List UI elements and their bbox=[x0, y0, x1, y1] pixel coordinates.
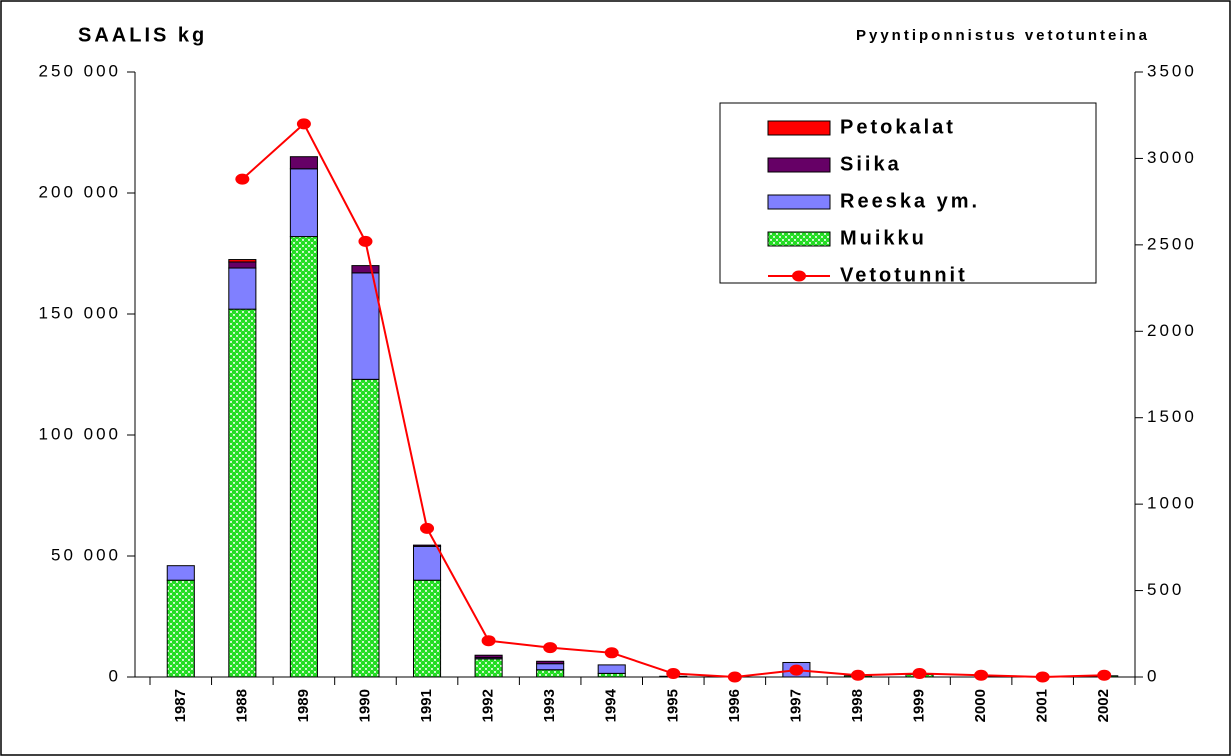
bar bbox=[412, 544, 442, 547]
point bbox=[974, 669, 989, 681]
bar bbox=[474, 658, 503, 678]
y2-tick-label: 3500 bbox=[1147, 61, 1197, 80]
y2-tick-label: 1000 bbox=[1147, 494, 1197, 513]
legend-swatch bbox=[767, 194, 831, 210]
x-tick-label: 1996 bbox=[726, 689, 743, 722]
bar bbox=[166, 579, 195, 678]
point bbox=[481, 635, 496, 647]
legend-swatch bbox=[767, 231, 831, 247]
point bbox=[235, 173, 250, 185]
y-tick-label: 250 000 bbox=[39, 61, 121, 80]
y-tick-label: 0 bbox=[109, 666, 121, 685]
point bbox=[420, 522, 435, 534]
y2-tick-label: 2000 bbox=[1147, 321, 1197, 340]
x-tick-label: 1995 bbox=[664, 689, 681, 722]
bar bbox=[166, 565, 195, 581]
x-tick-label: 1992 bbox=[480, 689, 497, 722]
legend-label: Vetotunnit bbox=[840, 264, 968, 286]
x-tick-label: 2002 bbox=[1095, 689, 1112, 722]
bar bbox=[536, 669, 565, 678]
point bbox=[666, 668, 681, 680]
bar bbox=[351, 378, 380, 678]
bar bbox=[597, 672, 626, 678]
y-title: SAALIS kg bbox=[78, 24, 207, 46]
bar bbox=[289, 168, 318, 238]
y2-tick-label: 2500 bbox=[1147, 234, 1197, 253]
y2-tick-label: 0 bbox=[1147, 666, 1159, 685]
legend-label: Siika bbox=[840, 153, 902, 175]
point bbox=[1097, 669, 1112, 681]
x-tick-label: 1991 bbox=[418, 689, 435, 722]
y-tick-label: 50 000 bbox=[51, 545, 121, 564]
point bbox=[789, 664, 804, 676]
point bbox=[296, 118, 311, 130]
bar bbox=[228, 308, 257, 678]
bar bbox=[228, 267, 257, 310]
y2-title: Pyyntiponnistus vetotunteina bbox=[856, 27, 1150, 44]
bar bbox=[412, 545, 442, 581]
legend-swatch bbox=[767, 157, 831, 173]
point bbox=[358, 235, 373, 247]
bar bbox=[536, 663, 565, 671]
x-tick-label: 2001 bbox=[1034, 689, 1051, 722]
legend-point bbox=[792, 270, 806, 282]
x-tick-label: 1997 bbox=[787, 689, 804, 722]
y-tick-label: 150 000 bbox=[39, 303, 121, 322]
x-tick-label: 1990 bbox=[356, 689, 373, 722]
y2-tick-label: 500 bbox=[1147, 580, 1184, 599]
bar bbox=[412, 579, 442, 678]
x-tick-label: 1987 bbox=[172, 689, 189, 722]
y-tick-label: 200 000 bbox=[39, 182, 121, 201]
bar bbox=[289, 156, 318, 170]
bar bbox=[228, 259, 257, 263]
x-tick-label: 2000 bbox=[972, 689, 989, 722]
y-tick-label: 100 000 bbox=[39, 424, 121, 443]
x-tick-label: 1998 bbox=[849, 689, 866, 722]
legend-label: Muikku bbox=[840, 227, 927, 249]
x-tick-label: 1989 bbox=[295, 689, 312, 722]
point bbox=[604, 647, 619, 659]
bar bbox=[351, 272, 380, 380]
bar bbox=[228, 261, 257, 269]
point bbox=[850, 669, 865, 681]
point bbox=[1035, 671, 1050, 683]
x-tick-label: 1999 bbox=[911, 689, 928, 722]
legend-label: Petokalat bbox=[840, 116, 956, 138]
x-tick-label: 1993 bbox=[541, 689, 558, 722]
x-tick-label: 1994 bbox=[603, 688, 620, 722]
y2-tick-label: 3000 bbox=[1147, 148, 1197, 167]
point bbox=[727, 671, 742, 683]
bar bbox=[536, 660, 565, 665]
bar bbox=[597, 664, 626, 674]
point bbox=[543, 642, 558, 654]
point bbox=[912, 668, 927, 680]
y2-tick-label: 1500 bbox=[1147, 407, 1197, 426]
x-tick-label: 1988 bbox=[233, 689, 250, 722]
bar bbox=[474, 654, 503, 659]
bar bbox=[289, 236, 318, 678]
legend-label: Reeska ym. bbox=[840, 190, 980, 212]
legend-swatch bbox=[767, 120, 831, 136]
bar bbox=[351, 265, 380, 274]
